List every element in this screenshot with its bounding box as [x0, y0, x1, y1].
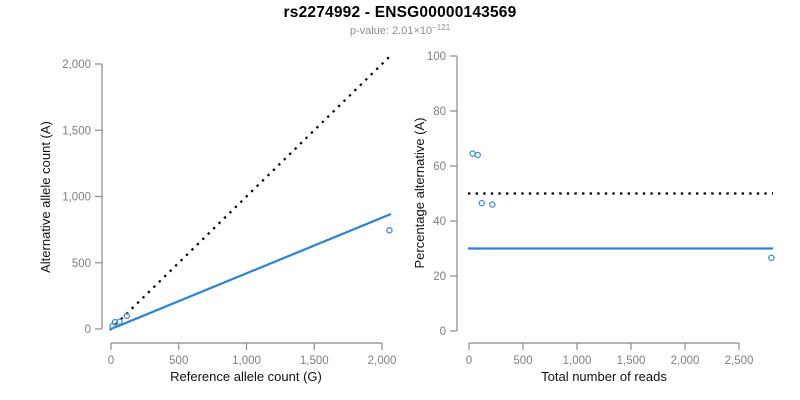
data-point — [768, 254, 775, 262]
y-tick-label: 80 — [433, 106, 446, 118]
x-axis-title: Reference allele count (G) — [170, 369, 322, 384]
x-tick-label: 1,000 — [563, 355, 592, 367]
p-value-label: p-value: — [349, 25, 393, 37]
trend-line-dotted — [109, 56, 390, 331]
trend-line-solid — [109, 212, 392, 331]
x-tick-label: 0 — [466, 355, 472, 367]
y-tick-label: 2,000 — [62, 59, 91, 71]
data-point — [489, 201, 496, 208]
y-axis-title: Alternative allele count (A) — [38, 121, 53, 273]
figure-title: rs2274992 - ENSG00000143569 — [283, 4, 517, 21]
x-axis-title: Total number of reads — [541, 369, 667, 384]
y-axis-title: Percentage alternative (A) — [412, 117, 427, 268]
p-value-exponent: −121 — [432, 23, 451, 32]
data-point — [474, 151, 481, 159]
p-value-subtitle: p-value: 2.01×10−121 — [0, 23, 800, 37]
y-tick-label: 40 — [433, 216, 446, 228]
x-tick-label: 1,500 — [617, 355, 646, 367]
y-tick-label: 20 — [433, 271, 446, 283]
x-tick-label: 500 — [169, 355, 188, 367]
data-point — [123, 312, 131, 320]
data-point — [116, 318, 123, 325]
y-tick-label: 60 — [433, 161, 446, 173]
data-point — [478, 199, 485, 207]
y-tick-label: 0 — [85, 324, 91, 336]
x-tick-label: 2,000 — [368, 355, 397, 367]
x-tick-label: 2,500 — [725, 355, 754, 367]
y-tick-label: 500 — [72, 258, 91, 270]
right-scatter-plot: 0 20 40 60 80 100 0 500 1,000 1,500 2,000 2,500 Tota… — [412, 51, 775, 384]
x-tick-label: 500 — [513, 355, 532, 367]
x-tick-label: 0 — [108, 355, 114, 367]
y-tick-label: 1,000 — [62, 192, 91, 204]
data-point — [469, 150, 476, 157]
left-scatter-plot: 0 500 1,000 1,500 2,000 0 500 1,000 1,500 2,000 Re… — [38, 56, 397, 384]
p-value-mantissa: 2.01×10 — [392, 25, 433, 37]
x-tick-label: 1,500 — [300, 355, 329, 367]
data-point — [386, 227, 393, 234]
x-tick-label: 2,000 — [671, 355, 700, 367]
y-tick-label: 1,500 — [62, 125, 91, 137]
y-tick-label: 0 — [440, 326, 446, 338]
x-tick-label: 1,000 — [232, 355, 261, 367]
y-tick-label: 100 — [427, 51, 446, 63]
